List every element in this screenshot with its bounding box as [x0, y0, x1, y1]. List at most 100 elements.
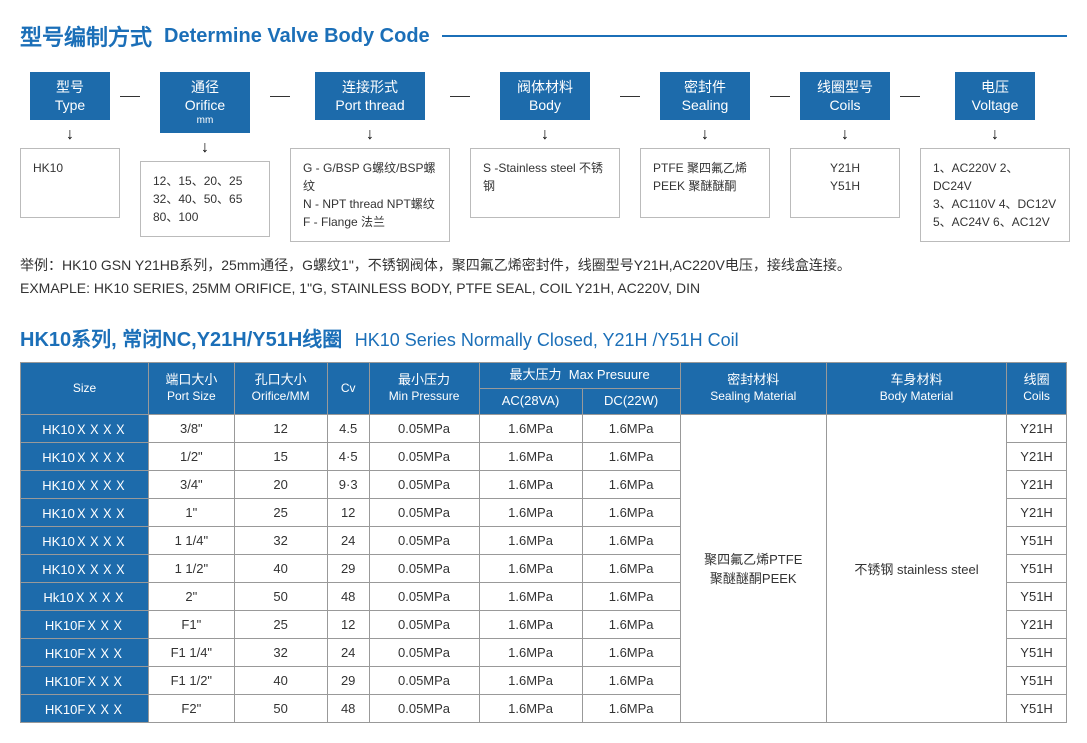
- down-arrow-icon: ↓: [66, 126, 74, 144]
- cell-dc: 1.6MPa: [582, 610, 680, 638]
- diagram-node: 线圈型号Coils ↓ Y21HY51H: [790, 72, 900, 218]
- cell-coil: Y51H: [1007, 582, 1067, 610]
- cell-orifice: 32: [234, 638, 327, 666]
- cell-model: Hk10ＸＸＸＸ: [21, 582, 149, 610]
- cell-dc: 1.6MPa: [582, 498, 680, 526]
- cell-port: 2": [149, 582, 234, 610]
- cell-ac: 1.6MPa: [479, 414, 582, 442]
- diagram-node-box: 12、15、20、2532、40、50、6580、100: [140, 161, 270, 237]
- th-seal: 密封材料Sealing Material: [680, 363, 826, 415]
- cell-dc: 1.6MPa: [582, 526, 680, 554]
- down-arrow-icon: ↓: [366, 126, 374, 144]
- cell-orifice: 32: [234, 526, 327, 554]
- cell-dc: 1.6MPa: [582, 582, 680, 610]
- example-en: EXMAPLE: HK10 SERIES, 25MM ORIFICE, 1"G,…: [20, 277, 1067, 299]
- cell-coil: Y51H: [1007, 638, 1067, 666]
- cell-seal: 聚四氟乙烯PTFE聚醚醚酮PEEK: [680, 414, 826, 722]
- cell-ac: 1.6MPa: [479, 582, 582, 610]
- diagram-node: 连接形式Port thread↓G - G/BSP G螺纹/BSP螺纹N - N…: [290, 72, 450, 242]
- cell-coil: Y51H: [1007, 694, 1067, 722]
- cell-orifice: 50: [234, 582, 327, 610]
- cell-dc: 1.6MPa: [582, 442, 680, 470]
- diagram-node-header: 密封件Sealing: [660, 72, 750, 120]
- cell-coil: Y21H: [1007, 610, 1067, 638]
- diagram-connector: [450, 72, 470, 120]
- diagram-node-box: Y21HY51H: [790, 148, 900, 218]
- cell-model: HK10FＸＸＸ: [21, 638, 149, 666]
- cell-ac: 1.6MPa: [479, 666, 582, 694]
- cell-coil: Y21H: [1007, 498, 1067, 526]
- cell-cv: 24: [327, 526, 369, 554]
- th-ac: AC(28VA): [479, 389, 582, 415]
- cell-orifice: 40: [234, 666, 327, 694]
- down-arrow-icon: ↓: [841, 126, 849, 144]
- code-diagram: 型号Type ↓ HK10 通径Orificemm ↓ 12、15、20、2532、40、…: [20, 72, 1067, 242]
- cell-coil: Y51H: [1007, 526, 1067, 554]
- cell-minp: 0.05MPa: [369, 470, 479, 498]
- cell-port: 3/4": [149, 470, 234, 498]
- section1-title-en: Determine Valve Body Code: [164, 25, 430, 48]
- diagram-node-box: S -Stainless steel 不锈钢: [470, 148, 620, 218]
- cell-ac: 1.6MPa: [479, 694, 582, 722]
- cell-minp: 0.05MPa: [369, 414, 479, 442]
- cell-minp: 0.05MPa: [369, 442, 479, 470]
- cell-cv: 48: [327, 582, 369, 610]
- cell-port: 1 1/4": [149, 526, 234, 554]
- cell-coil: Y51H: [1007, 554, 1067, 582]
- cell-body: 不锈钢 stainless steel: [826, 414, 1006, 722]
- cell-minp: 0.05MPa: [369, 554, 479, 582]
- table-row: HK10ＸＸＸＸ3/8"124.50.05MPa1.6MPa1.6MPa聚四氟乙…: [21, 414, 1067, 442]
- cell-dc: 1.6MPa: [582, 414, 680, 442]
- section2-title-zh: HK10系列, 常闭NC,Y21H/Y51H线圈: [20, 329, 342, 351]
- cell-dc: 1.6MPa: [582, 470, 680, 498]
- diagram-connector: [900, 72, 920, 120]
- cell-ac: 1.6MPa: [479, 470, 582, 498]
- cell-orifice: 15: [234, 442, 327, 470]
- cell-port: 3/8": [149, 414, 234, 442]
- cell-model: HK10ＸＸＸＸ: [21, 554, 149, 582]
- cell-minp: 0.05MPa: [369, 498, 479, 526]
- cell-ac: 1.6MPa: [479, 498, 582, 526]
- th-body: 车身材料Body Material: [826, 363, 1006, 415]
- cell-orifice: 12: [234, 414, 327, 442]
- cell-minp: 0.05MPa: [369, 582, 479, 610]
- cell-port: F1": [149, 610, 234, 638]
- cell-model: HK10FＸＸＸ: [21, 610, 149, 638]
- diagram-node: 密封件Sealing ↓ PTFE 聚四氟乙烯PEEK 聚醚醚酮: [640, 72, 770, 218]
- cell-port: F1 1/2": [149, 666, 234, 694]
- cell-coil: Y51H: [1007, 666, 1067, 694]
- cell-minp: 0.05MPa: [369, 526, 479, 554]
- diagram-node-box: HK10: [20, 148, 120, 218]
- example-text: 举例：HK10 GSN Y21HB系列，25mm通径，G螺纹1"，不锈钢阀体，聚…: [20, 254, 1067, 299]
- diagram-connector: [770, 72, 790, 120]
- down-arrow-icon: ↓: [991, 126, 999, 144]
- cell-orifice: 40: [234, 554, 327, 582]
- cell-minp: 0.05MPa: [369, 694, 479, 722]
- section1-title: 型号编制方式 Determine Valve Body Code: [20, 20, 1067, 52]
- cell-port: F1 1/4": [149, 638, 234, 666]
- down-arrow-icon: ↓: [701, 126, 709, 144]
- cell-model: HK10ＸＸＸＸ: [21, 414, 149, 442]
- diagram-node-header: 线圈型号Coils: [800, 72, 890, 120]
- cell-coil: Y21H: [1007, 414, 1067, 442]
- th-port: 端口大小Port Size: [149, 363, 234, 415]
- cell-minp: 0.05MPa: [369, 610, 479, 638]
- th-maxp: 最大压力 Max Presuure: [479, 363, 680, 389]
- down-arrow-icon: ↓: [541, 126, 549, 144]
- cell-minp: 0.05MPa: [369, 666, 479, 694]
- diagram-connector: [620, 72, 640, 120]
- diagram-node-header: 通径Orificemm: [160, 72, 250, 133]
- diagram-node: 阀体材料Body↓S -Stainless steel 不锈钢: [470, 72, 620, 218]
- th-minp: 最小压力Min Pressure: [369, 363, 479, 415]
- diagram-connector: [270, 72, 290, 120]
- spec-table-body: HK10ＸＸＸＸ3/8"124.50.05MPa1.6MPa1.6MPa聚四氟乙…: [21, 414, 1067, 722]
- diagram-node-header: 型号Type: [30, 72, 110, 120]
- cell-minp: 0.05MPa: [369, 638, 479, 666]
- cell-cv: 29: [327, 666, 369, 694]
- cell-coil: Y21H: [1007, 442, 1067, 470]
- cell-model: HK10FＸＸＸ: [21, 694, 149, 722]
- th-dc: DC(22W): [582, 389, 680, 415]
- cell-ac: 1.6MPa: [479, 526, 582, 554]
- diagram-node-box: PTFE 聚四氟乙烯PEEK 聚醚醚酮: [640, 148, 770, 218]
- cell-cv: 48: [327, 694, 369, 722]
